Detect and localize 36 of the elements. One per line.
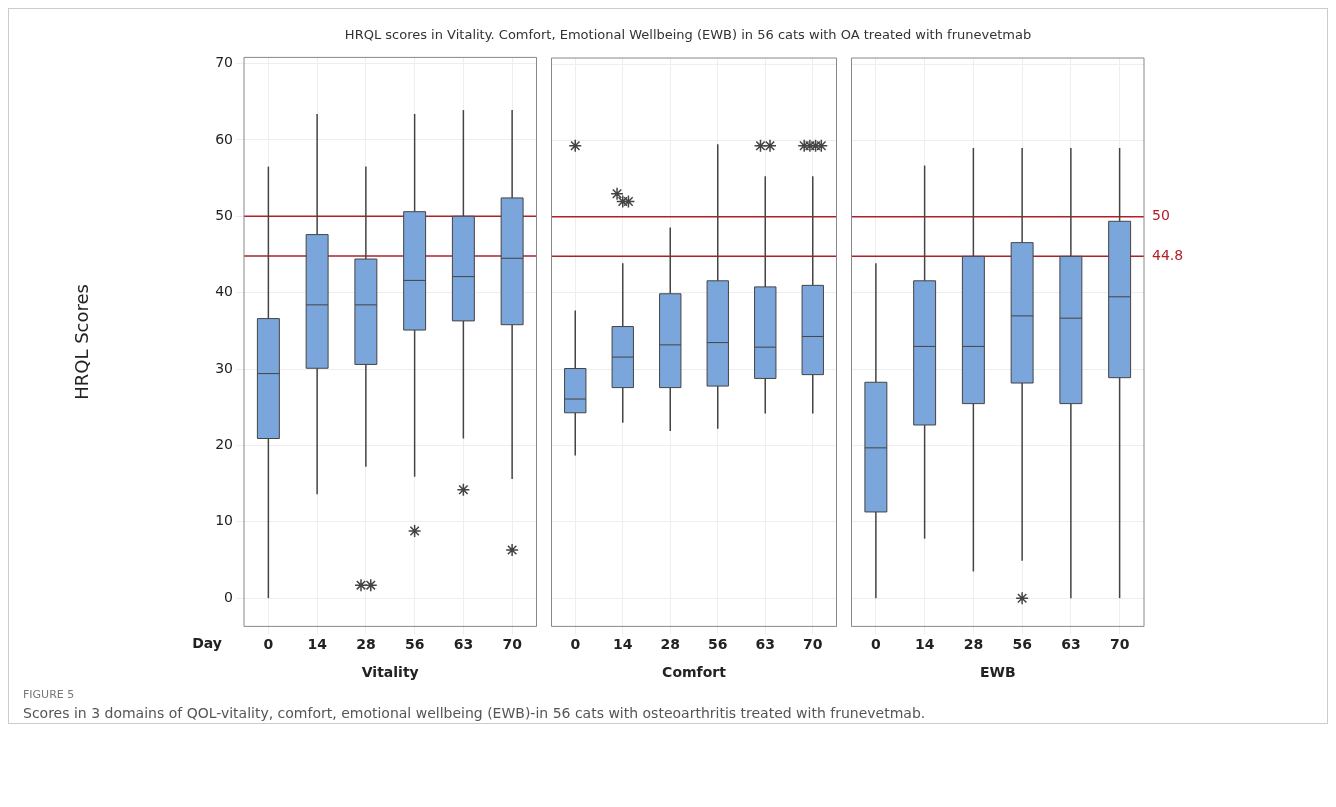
x-tick-label: 63	[1061, 636, 1081, 653]
x-tick-label: 63	[755, 636, 775, 653]
x-tick-label: 0	[570, 636, 581, 653]
x-tick-label: 14	[613, 636, 633, 653]
x-axis-title: Comfort	[662, 664, 727, 681]
x-tick-label: 63	[453, 636, 474, 653]
x-tick-label: 28	[660, 636, 680, 653]
x-tick-label: 70	[1109, 636, 1130, 653]
x-tick-label: 0	[263, 636, 274, 653]
text: Scores in 3 domains of QOL-vitality, comfort, emotional wellbeing (EWB)-in 56 cats with osteoarthritis treated with frunevetmab.	[22, 704, 927, 723]
x-tick-label: 0	[871, 636, 881, 653]
x-axis-title: Vitality	[361, 664, 419, 681]
ref-line-label: 44.8	[1152, 247, 1184, 264]
x-tick-label: 14	[307, 636, 328, 653]
x-tick-label: 14	[914, 636, 935, 653]
ref-line-label: 50	[1152, 207, 1170, 224]
y-tick-label: 10	[215, 512, 233, 529]
x-axis-title: EWB	[979, 664, 1016, 681]
text: Day	[192, 635, 222, 652]
text: HRQL scores in Vitality. Comfort, Emotional Wellbeing (EWB) in 56 cats with OA treated with frunevetmab	[343, 26, 1033, 44]
y-tick-label: 50	[215, 206, 233, 223]
x-tick-label: 28	[356, 636, 376, 653]
y-tick-label: 70	[215, 54, 233, 71]
x-tick-label: 70	[803, 636, 823, 653]
y-tick-label: 40	[215, 283, 233, 300]
x-tick-label: 28	[963, 636, 984, 653]
y-axis-title: HRQL Scores	[71, 284, 93, 400]
y-tick-label: 30	[215, 359, 233, 376]
y-tick-label: 60	[215, 130, 233, 147]
x-tick-label: 70	[502, 636, 523, 653]
y-tick-label: 20	[215, 436, 233, 453]
caption: FIGURE 5	[22, 687, 76, 703]
x-tick-label: 56	[1012, 636, 1032, 653]
x-tick-label: 56	[404, 636, 425, 653]
y-tick-label: 0	[224, 588, 233, 605]
x-tick-label: 56	[708, 636, 728, 653]
